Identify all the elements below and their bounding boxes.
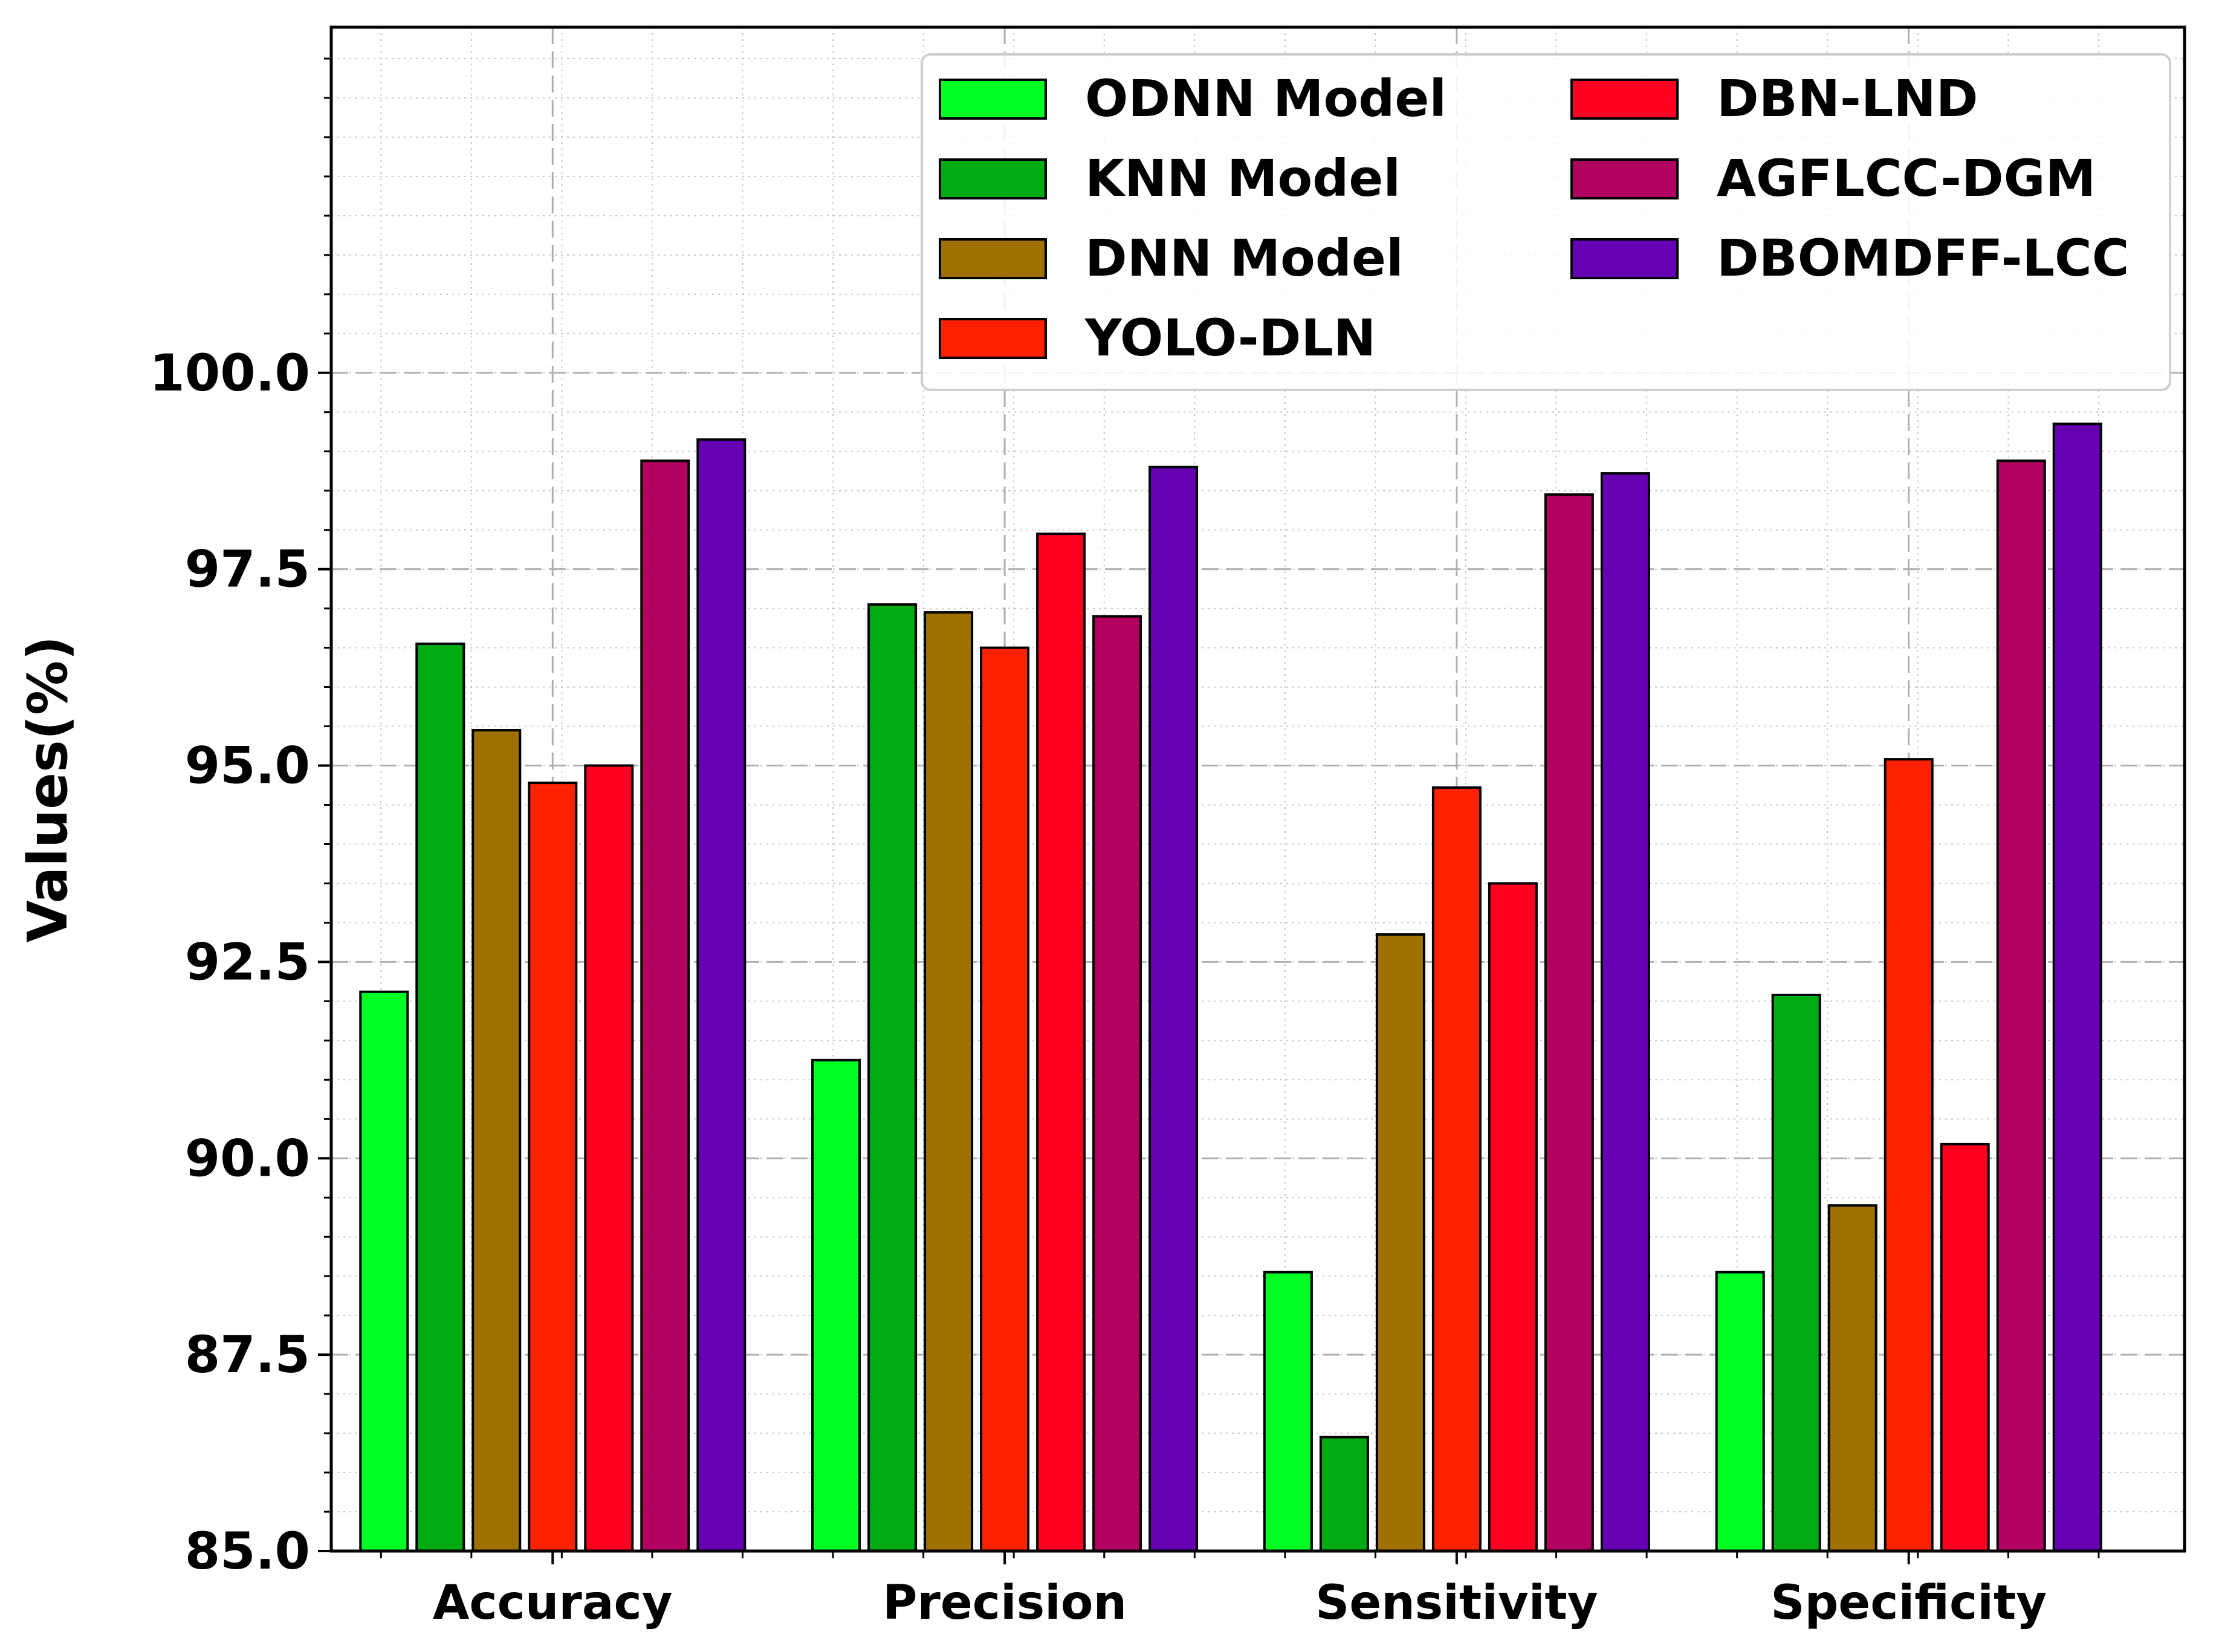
bar-dbomdff-lcc-accuracy: [696, 438, 747, 1552]
bar-dnn-model-specificity: [1827, 1204, 1877, 1552]
plot-frame: [329, 25, 2186, 1553]
legend-label-knn-model: KNN Model: [1085, 149, 1401, 208]
bar-dbomdff-lcc-precision: [1148, 465, 1199, 1553]
bar-yolo-dln-sensitivity: [1431, 786, 1482, 1552]
bar-agflcc-dgm-precision: [1092, 615, 1142, 1552]
legend-label-odnn-model: ODNN Model: [1085, 69, 1446, 128]
legend-swatch-yolo-dln: [939, 318, 1047, 359]
bar-odnn-model-precision: [811, 1058, 861, 1552]
legend-label-dbn-lnd: DBN-LND: [1717, 69, 1978, 128]
bar-dnn-model-sensitivity: [1375, 933, 1425, 1552]
bar-odnn-model-accuracy: [359, 990, 409, 1552]
legend-label-dbomdff-lcc: DBOMDFF-LCC: [1717, 228, 2129, 288]
x-tick-label-precision: Precision: [883, 1576, 1127, 1630]
bar-knn-model-precision: [867, 603, 918, 1553]
legend-swatch-knn-model: [939, 158, 1047, 199]
legend-swatch-dbomdff-lcc: [1570, 238, 1679, 279]
bar-agflcc-dgm-sensitivity: [1544, 493, 1594, 1552]
legend-swatch-dbn-lnd: [1570, 79, 1679, 120]
bar-yolo-dln-precision: [980, 646, 1030, 1552]
bar-dnn-model-precision: [924, 611, 974, 1552]
bar-knn-model-accuracy: [415, 643, 465, 1552]
y-tick-label: 100.0: [149, 343, 310, 403]
bar-yolo-dln-accuracy: [528, 782, 578, 1552]
bar-dbn-lnd-accuracy: [584, 764, 634, 1552]
y-tick-label: 95.0: [185, 736, 310, 795]
axes: 85.0 87.5 90.0 92.5 95.0 97.5 100.0 Accuracy Pre…: [16, 25, 2186, 1630]
legend-swatch-odnn-model: [939, 79, 1047, 120]
bar-agflcc-dgm-specificity: [1996, 459, 2046, 1553]
legend-label-agflcc-dgm: AGFLCC-DGM: [1717, 149, 2096, 208]
y-tick-label: 92.5: [185, 932, 310, 991]
legend-swatch-agflcc-dgm: [1570, 158, 1679, 199]
x-tick-label-accuracy: Accuracy: [433, 1576, 673, 1630]
x-tick-label-specificity: Specificity: [1770, 1576, 2047, 1630]
x-tick-label-sensitivity: Sensitivity: [1315, 1576, 1598, 1630]
bar-dnn-model-accuracy: [471, 729, 522, 1552]
bar-dbomdff-lcc-sensitivity: [1600, 472, 1650, 1553]
legend-label-yolo-dln: YOLO-DLN: [1084, 308, 1376, 368]
legend: ODNN Model KNN Model DNN Model YOLO-DLN DBN-…: [921, 53, 2171, 391]
legend-box: [921, 53, 2171, 391]
legend-label-dnn-model: DNN Model: [1085, 228, 1404, 288]
y-axis-label: Values(%): [16, 636, 80, 942]
y-tick-label: 87.5: [185, 1325, 310, 1384]
bar-agflcc-dgm-accuracy: [640, 459, 690, 1553]
bar-odnn-model-sensitivity: [1263, 1271, 1313, 1553]
bar-dbn-lnd-specificity: [1940, 1142, 1990, 1553]
bar-dbn-lnd-precision: [1036, 533, 1086, 1553]
bars: [359, 423, 2102, 1553]
legend-swatch-dnn-model: [939, 238, 1047, 279]
bar-knn-model-sensitivity: [1319, 1436, 1369, 1552]
bar-dbomdff-lcc-specificity: [2052, 423, 2102, 1552]
bar-yolo-dln-specificity: [1884, 758, 1934, 1552]
bar-dbn-lnd-sensitivity: [1488, 882, 1538, 1552]
y-tick-label: 85.0: [185, 1521, 310, 1581]
y-tick-label: 97.5: [185, 540, 310, 599]
y-tick-label: 90.0: [185, 1129, 310, 1188]
bar-knn-model-specificity: [1771, 993, 1821, 1552]
bar-odnn-model-specificity: [1715, 1271, 1765, 1553]
